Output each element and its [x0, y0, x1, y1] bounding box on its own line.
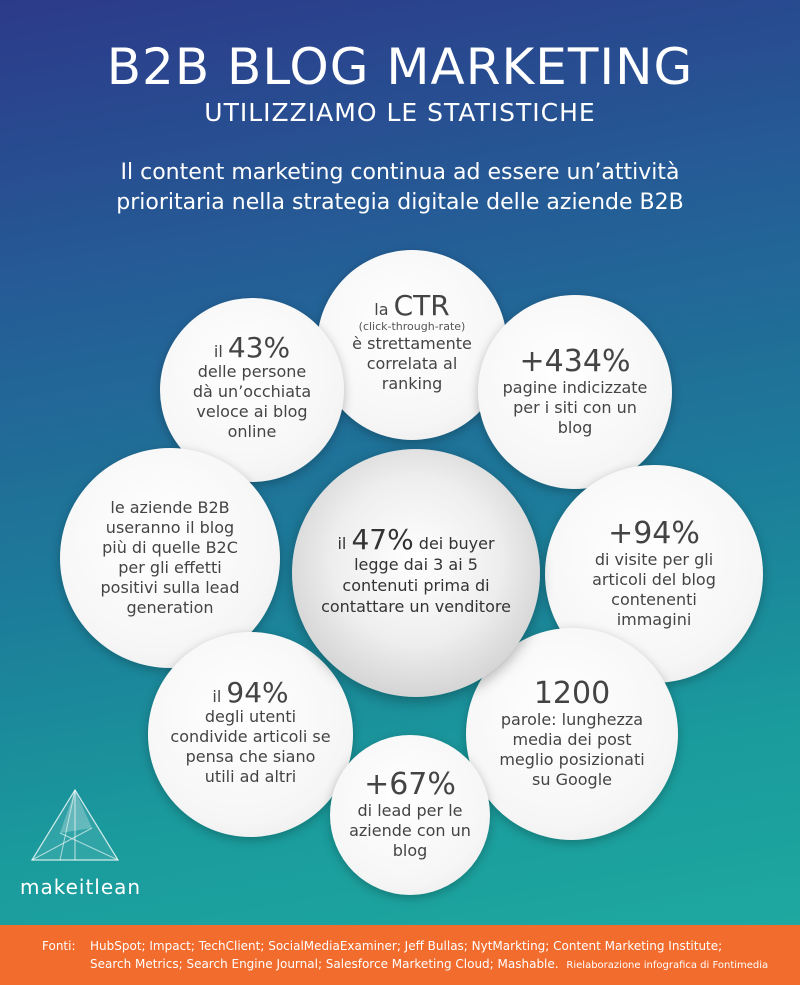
center-line-3: contenuti prima di — [342, 576, 490, 595]
b434-line-2: per i siti con un — [513, 398, 637, 417]
bubble-434: +434% pagine indicizzate per i siti con … — [478, 295, 672, 489]
brand-name: makeitlean — [20, 875, 142, 899]
b94v-big: +94% — [608, 516, 700, 551]
footer-sources: Fonti: HubSpot; Impact; TechClient; Soci… — [0, 925, 800, 985]
b434-big: +434% — [519, 344, 631, 379]
b2b-line-4: per gli effetti — [118, 558, 222, 577]
footer-line-1: HubSpot; Impact; TechClient; SocialMedia… — [90, 939, 723, 953]
b67-big: +67% — [364, 767, 456, 802]
b94v-line-4: immagini — [616, 610, 692, 629]
b1200-line-2: media dei post — [512, 730, 632, 749]
b94v-line-2: articoli del blog — [592, 570, 716, 589]
center-big: 47% — [351, 523, 414, 556]
b434-line-1: pagine indicizzate — [502, 378, 648, 397]
b94u-line-4: utili ad altri — [204, 766, 297, 786]
b67-line-1: di lead per le — [357, 801, 463, 820]
b2b-line-2: useranno il blog — [105, 518, 235, 537]
b94u-line-2: condivide articoli se — [170, 726, 331, 746]
footer-credit: Rielaborazione infografica di Fontimedia — [566, 960, 769, 971]
b43-line-3: veloce ai blog — [196, 402, 308, 421]
b43-line-4: online — [227, 422, 277, 441]
bubble-94-utenti: il 94% degli utenti condivide articoli s… — [148, 632, 353, 837]
b2b-line-1: le aziende B2B — [110, 498, 230, 517]
b2b-line-3: più di quelle B2C — [102, 538, 238, 557]
b434-line-3: blog — [557, 418, 593, 437]
b94u-big: 94% — [226, 675, 289, 709]
center-line-4: contattare un venditore — [321, 597, 511, 616]
b2b-line-5: positivi sulla lead — [100, 578, 240, 597]
b94u-line-3: pensa che siano — [185, 746, 316, 766]
bubble-b2b: le aziende B2B useranno il blog più di q… — [60, 448, 280, 668]
b1200-line-3: meglio posizionati — [499, 750, 645, 769]
intro-line-2: prioritaria nella strategia digitale del… — [116, 190, 684, 215]
page-subtitle: UTILIZZIAMO LE STATISTICHE — [204, 98, 596, 127]
b67-line-2: aziende con un — [349, 821, 471, 840]
b1200-line-1: parole: lunghezza — [500, 710, 644, 729]
footer-line-2: Search Metrics; Search Engine Journal; S… — [90, 957, 559, 971]
triangle-logo-icon — [30, 788, 120, 861]
b94u-line-1: degli utenti — [204, 706, 297, 726]
bubble-ctr: la CTR (click-through-rate) è strettamen… — [317, 250, 507, 440]
b43-line-1: delle persone — [197, 362, 307, 381]
b94v-line-1: di visite per gli — [594, 550, 714, 569]
center-line-2: legge dai 3 ai 5 — [354, 555, 478, 574]
bubble-1200: 1200 parole: lunghezza media dei post me… — [466, 628, 678, 840]
center-suffix: dei buyer — [418, 534, 495, 553]
ctr-line-1: è strettamente — [352, 334, 472, 353]
page-title: B2B BLOG MARKETING — [106, 38, 694, 96]
ctr-small: (click-through-rate) — [358, 320, 466, 333]
b94v-line-3: contenenti — [611, 590, 697, 609]
b1200-line-4: su Google — [532, 770, 612, 789]
infographic-background: B2B BLOG MARKETING UTILIZZIAMO LE STATIS… — [0, 0, 800, 925]
bubble-center-47: il 47% dei buyer legge dai 3 ai 5 conten… — [292, 449, 540, 697]
intro-text: Il content marketing continua ad essere … — [70, 158, 730, 218]
b94u-prefix: il — [212, 686, 222, 706]
ctr-line-2: correlata al — [366, 354, 458, 373]
intro-line-1: Il content marketing continua ad essere … — [120, 160, 680, 185]
b1200-big: 1200 — [533, 676, 611, 711]
ctr-line-3: ranking — [381, 374, 443, 393]
b2b-line-6: generation — [126, 598, 214, 617]
b43-line-2: dà un’occhiata — [192, 382, 312, 401]
center-prefix: il — [337, 534, 347, 553]
footer-label: Fonti: — [42, 939, 76, 953]
b43-prefix: il — [213, 342, 223, 361]
b67-line-3: blog — [392, 841, 428, 860]
ctr-big: CTR — [393, 289, 450, 322]
bubble-67: +67% di lead per le aziende con un blog — [330, 735, 490, 895]
b43-big: 43% — [227, 331, 291, 364]
ctr-prefix: la — [374, 300, 389, 319]
